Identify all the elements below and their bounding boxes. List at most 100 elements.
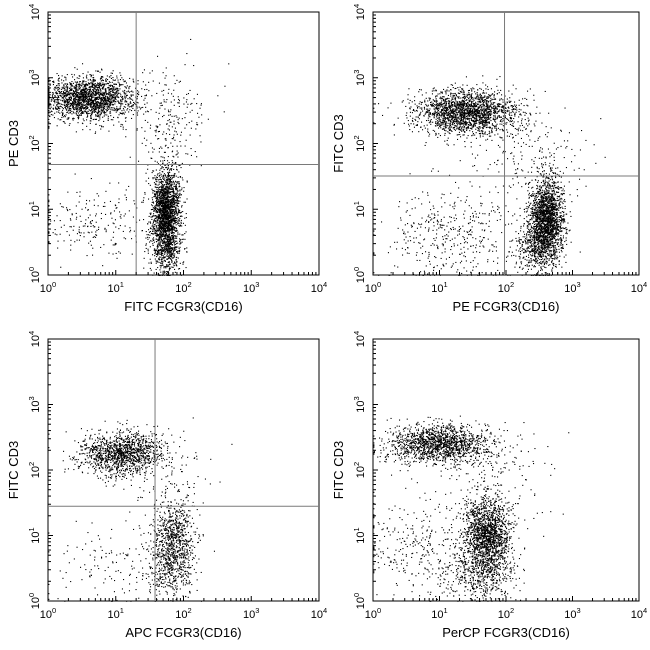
- data-point: [164, 237, 166, 239]
- data-point: [79, 98, 81, 100]
- data-point: [181, 206, 183, 208]
- data-point: [95, 94, 97, 96]
- data-point: [87, 100, 89, 102]
- data-point: [66, 207, 68, 209]
- data-point: [165, 180, 167, 182]
- data-point: [168, 209, 170, 211]
- data-point: [63, 99, 65, 101]
- data-point: [51, 92, 53, 94]
- data-point: [166, 189, 168, 191]
- data-point: [172, 195, 174, 197]
- data-point: [439, 93, 441, 95]
- data-point: [79, 102, 81, 104]
- data-point: [159, 178, 161, 180]
- data-point: [166, 266, 168, 268]
- data-point: [86, 255, 88, 257]
- data-point: [65, 102, 67, 104]
- data-point: [112, 107, 114, 109]
- data-point: [171, 215, 173, 217]
- data-point: [177, 217, 179, 219]
- data-point: [159, 172, 161, 174]
- data-point: [167, 156, 169, 158]
- data-point: [90, 114, 92, 116]
- data-point: [184, 217, 186, 219]
- data-point: [79, 114, 81, 116]
- data-point: [160, 250, 162, 252]
- data-point: [100, 106, 102, 108]
- data-point: [164, 189, 166, 191]
- data-point: [175, 210, 177, 212]
- data-point: [125, 199, 127, 201]
- data-point: [164, 256, 166, 258]
- data-point: [175, 185, 177, 187]
- data-point: [177, 246, 179, 248]
- data-point: [94, 103, 96, 105]
- data-point: [51, 111, 53, 113]
- data-point: [155, 208, 157, 210]
- data-point: [48, 97, 50, 99]
- data-point: [196, 93, 198, 95]
- data-point: [157, 191, 159, 193]
- data-point: [150, 227, 152, 229]
- data-point: [144, 95, 146, 97]
- data-point: [155, 135, 157, 137]
- x-tick-label: 103: [243, 280, 259, 295]
- data-point: [161, 218, 163, 220]
- data-point: [132, 78, 134, 80]
- data-point: [132, 91, 134, 93]
- data-point: [117, 108, 119, 110]
- data-point: [92, 108, 94, 110]
- data-point: [79, 235, 81, 237]
- data-point: [48, 106, 50, 108]
- data-point: [122, 124, 124, 126]
- data-point: [82, 112, 84, 114]
- data-point: [462, 93, 464, 95]
- data-point: [96, 87, 98, 89]
- data-point: [167, 194, 169, 196]
- data-point: [78, 97, 80, 99]
- data-point: [55, 92, 57, 94]
- data-point: [161, 167, 163, 169]
- data-point: [49, 116, 51, 118]
- data-point: [96, 229, 98, 231]
- data-point: [120, 125, 122, 127]
- data-point: [191, 109, 193, 111]
- data-point: [163, 99, 165, 101]
- data-point: [66, 74, 68, 76]
- data-point: [70, 108, 72, 110]
- data-point: [156, 232, 158, 234]
- data-point: [84, 93, 86, 95]
- data-point: [168, 190, 170, 192]
- data-point: [80, 106, 82, 108]
- data-point: [184, 248, 186, 250]
- data-point: [166, 215, 168, 217]
- data-point: [194, 151, 196, 153]
- data-point: [155, 131, 157, 133]
- data-point: [156, 207, 158, 209]
- data-point: [80, 108, 82, 110]
- data-point: [95, 92, 97, 94]
- data-point: [162, 195, 164, 197]
- data-point: [163, 222, 165, 224]
- data-point: [113, 89, 115, 91]
- data-point: [405, 114, 407, 116]
- data-point: [166, 255, 168, 257]
- data-point: [168, 125, 170, 127]
- data-point: [114, 219, 116, 221]
- data-point: [163, 203, 165, 205]
- data-point: [143, 267, 145, 269]
- data-point: [129, 231, 131, 233]
- data-point: [166, 253, 168, 255]
- data-point: [168, 129, 170, 131]
- data-point: [99, 84, 101, 86]
- data-point: [152, 208, 154, 210]
- data-point: [73, 91, 75, 93]
- data-point: [81, 111, 83, 113]
- data-point: [102, 265, 104, 267]
- data-point: [109, 111, 111, 113]
- data-point: [159, 210, 161, 212]
- data-point: [160, 189, 162, 191]
- data-point: [128, 86, 130, 88]
- data-point: [171, 261, 173, 263]
- data-point: [166, 250, 168, 252]
